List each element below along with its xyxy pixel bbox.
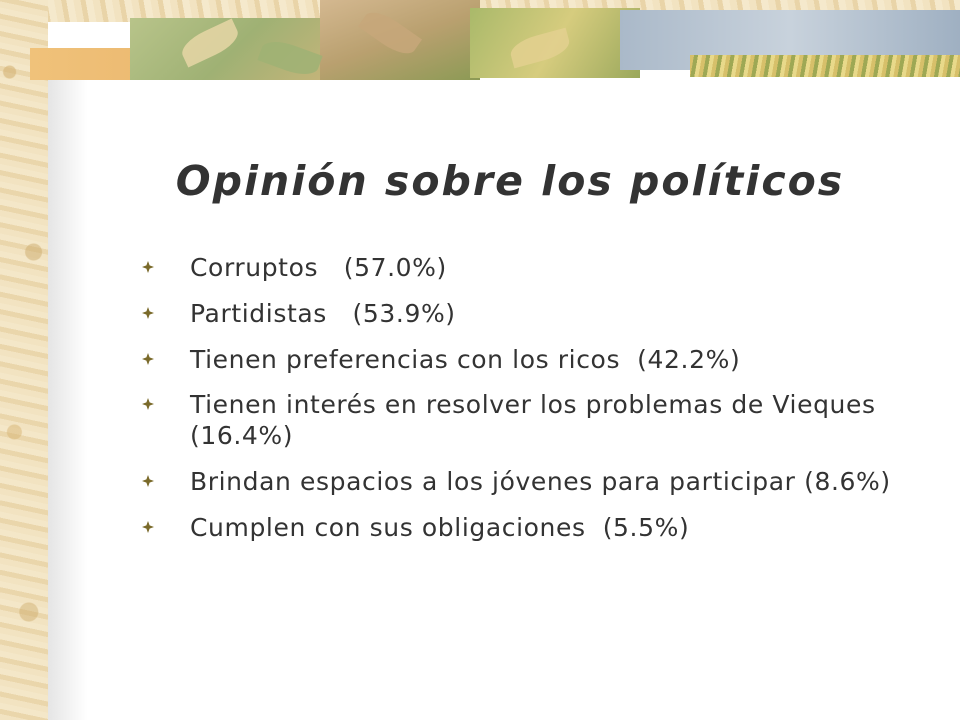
- list-item-text: Tienen interés en resolver los problemas…: [190, 390, 885, 450]
- page-shadow: [48, 78, 88, 720]
- four-petal-diamond-icon: [142, 398, 154, 410]
- banner-grass-strip: [690, 55, 960, 77]
- list-item: Partidistas (53.9%): [140, 298, 920, 329]
- decorative-banner: [30, 0, 960, 82]
- four-petal-diamond-icon: [142, 475, 154, 487]
- four-petal-diamond-icon: [142, 521, 154, 533]
- parchment-left-texture: [0, 0, 48, 720]
- slide-title: Opinión sobre los políticos: [175, 157, 845, 205]
- list-item: Corruptos (57.0%): [140, 252, 920, 283]
- four-petal-diamond-icon: [142, 353, 154, 365]
- list-item-text: Brindan espacios a los jóvenes para part…: [190, 467, 891, 496]
- list-item: Tienen interés en resolver los problemas…: [140, 389, 920, 451]
- list-item-text: Corruptos (57.0%): [190, 253, 447, 282]
- bullet-list: Corruptos (57.0%) Partidistas (53.9%) Ti…: [140, 246, 920, 543]
- list-item: Tienen preferencias con los ricos (42.2%…: [140, 344, 920, 375]
- list-item: Brindan espacios a los jóvenes para part…: [140, 466, 920, 497]
- four-petal-diamond-icon: [142, 307, 154, 319]
- list-item-text: Tienen preferencias con los ricos (42.2%…: [190, 345, 741, 374]
- list-item-text: Cumplen con sus obligaciones (5.5%): [190, 513, 690, 542]
- list-item: Cumplen con sus obligaciones (5.5%): [140, 512, 920, 543]
- list-item-text: Partidistas (53.9%): [190, 299, 456, 328]
- four-petal-diamond-icon: [142, 261, 154, 273]
